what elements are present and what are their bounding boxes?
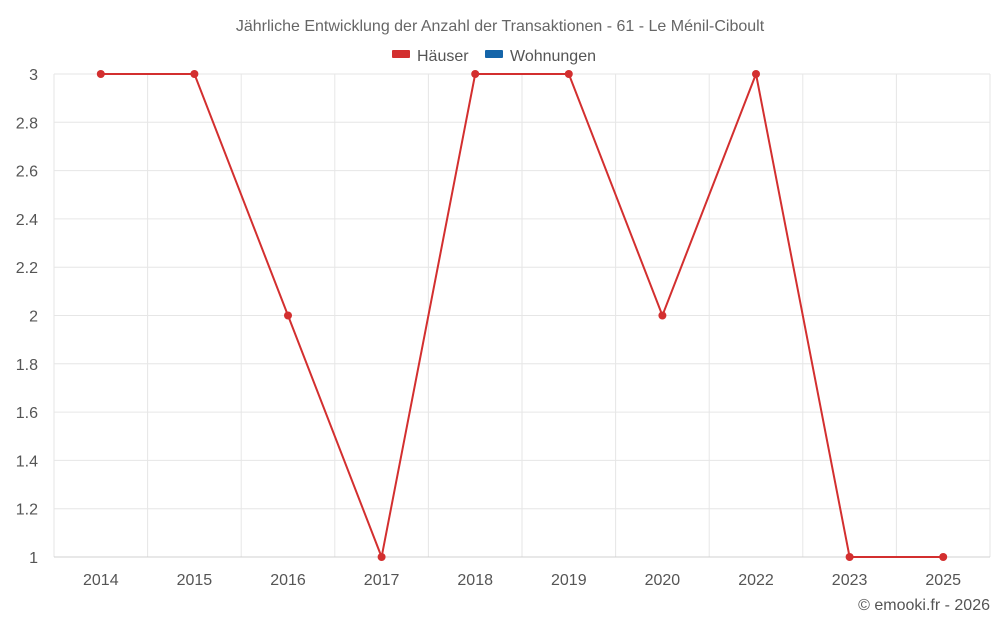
data-point-haeuser[interactable] bbox=[471, 70, 480, 78]
legend-item-haeuser[interactable]: Häuser bbox=[392, 48, 469, 65]
x-tick-label: 2020 bbox=[645, 572, 681, 589]
data-point-haeuser[interactable] bbox=[845, 553, 854, 561]
data-point-haeuser[interactable] bbox=[564, 70, 573, 78]
legend-item-wohnungen[interactable]: Wohnungen bbox=[485, 48, 596, 65]
x-tick-label: 2025 bbox=[925, 572, 961, 589]
series-line-haeuser bbox=[100, 70, 944, 561]
y-tick-label: 3 bbox=[29, 67, 38, 84]
grid bbox=[53, 73, 991, 557]
y-tick-label: 1 bbox=[29, 550, 38, 567]
credit: © emooki.fr - 2026 bbox=[858, 597, 990, 614]
y-tick-label: 1.2 bbox=[16, 502, 38, 519]
x-tick-label: 2019 bbox=[551, 572, 587, 589]
x-tick-label: 2014 bbox=[83, 572, 119, 589]
data-point-haeuser[interactable] bbox=[377, 553, 386, 561]
x-tick-label: 2018 bbox=[457, 572, 493, 589]
data-point-haeuser[interactable] bbox=[752, 70, 760, 78]
x-tick-label: 2016 bbox=[270, 572, 306, 589]
data-point-haeuser[interactable] bbox=[658, 311, 667, 320]
chart-title: Jährliche Entwicklung der Anzahl der Tra… bbox=[236, 18, 765, 35]
x-tick-label: 2022 bbox=[738, 572, 774, 589]
data-point-haeuser[interactable] bbox=[96, 70, 105, 78]
x-tick-label: 2017 bbox=[364, 572, 400, 589]
series-haeuser bbox=[96, 70, 948, 561]
x-tick-label: 2015 bbox=[177, 572, 213, 589]
legend-swatch-haeuser bbox=[392, 50, 410, 58]
legend-label-haeuser: Häuser bbox=[417, 48, 469, 65]
y-tick-label: 2.2 bbox=[16, 260, 38, 277]
legend-swatch-wohnungen bbox=[485, 50, 503, 58]
legend: Häuser Wohnungen bbox=[392, 48, 596, 65]
legend-label-wohnungen: Wohnungen bbox=[510, 48, 596, 65]
y-tick-label: 1.6 bbox=[16, 405, 38, 422]
y-tick-label: 2.8 bbox=[16, 115, 38, 132]
data-point-haeuser[interactable] bbox=[190, 70, 199, 78]
axes: 1 1.2 1.4 1.6 1.8 2 2.2 2.4 2.6 2.8 3 2014 2015 2016 2… bbox=[16, 67, 990, 589]
x-tick-label: 2023 bbox=[832, 572, 868, 589]
data-point-haeuser[interactable] bbox=[939, 553, 948, 561]
y-tick-label: 1.4 bbox=[16, 453, 38, 470]
y-tick-label: 2.6 bbox=[16, 164, 38, 181]
y-tick-label: 2 bbox=[29, 309, 38, 326]
data-point-haeuser[interactable] bbox=[284, 311, 292, 320]
y-tick-label: 2.4 bbox=[16, 212, 38, 229]
y-tick-label: 1.8 bbox=[16, 357, 38, 374]
